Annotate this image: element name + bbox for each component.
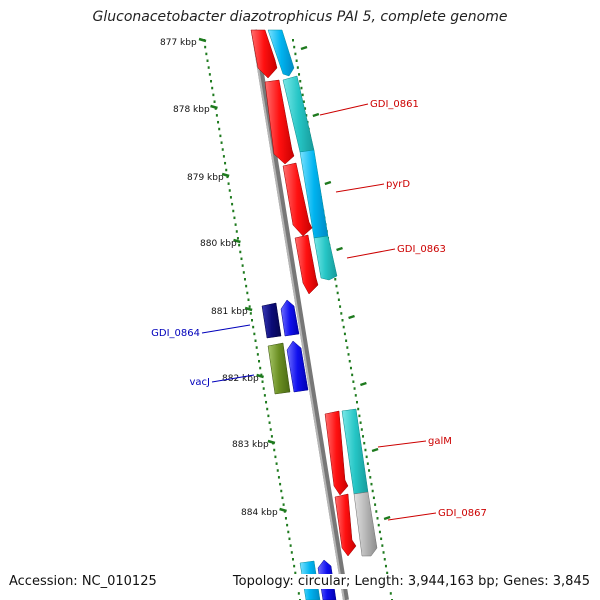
gene-label-connector <box>319 103 369 116</box>
tick-mark-inner <box>360 381 367 387</box>
tick-mark <box>210 104 218 110</box>
gene-arrow-blue-1[interactable] <box>280 299 300 337</box>
tick-mark <box>256 373 264 379</box>
gene-label-connector <box>201 324 251 334</box>
gene-label: galM <box>428 436 452 447</box>
gene-label: vacJ <box>190 377 211 388</box>
tick-label: 882 kbp <box>222 374 259 384</box>
tick-mark-inner <box>371 447 379 453</box>
gene-arrow-red-3[interactable] <box>282 162 313 237</box>
tick-label: 881 kbp <box>211 307 248 317</box>
tick-mark-inner <box>312 112 320 118</box>
tick-label: 880 kbp <box>200 239 237 249</box>
gene-label: GDI_0867 <box>438 508 487 519</box>
gene-arrow-red-2[interactable] <box>264 79 295 165</box>
gene-label: GDI_0861 <box>370 99 419 110</box>
gene-arrow-red-6[interactable] <box>334 493 357 557</box>
map-title: Gluconacetobacter diazotrophicus PAI 5, … <box>92 9 508 25</box>
tick-mark <box>244 306 253 312</box>
gene-label-connector <box>377 440 427 448</box>
genome-backbone <box>251 29 349 600</box>
gene-label: GDI_0864 <box>151 328 200 339</box>
gene-label-connector <box>387 512 437 521</box>
gene-arrow-blue-2[interactable] <box>286 340 309 393</box>
gene-labels: GDI_0861 pyrD GDI_0863 GDI_0864 vacJ galM GDI_… <box>151 99 487 521</box>
gene-arrow-gray[interactable] <box>353 491 378 557</box>
gene-arrow-navy[interactable] <box>261 302 282 339</box>
gene-arrow-red-5[interactable] <box>324 410 349 496</box>
tick-label: 879 kbp <box>187 173 224 183</box>
tick-mark-inner <box>300 45 308 51</box>
tick-label: 883 kbp <box>232 440 269 450</box>
tick-mark-inner <box>348 314 355 320</box>
tick-mark <box>221 172 230 178</box>
ruler-ticks: 877 kbp 878 kbp 879 kbp 880 kbp 881 kbp 882 k… <box>160 37 403 588</box>
tick-label: 877 kbp <box>160 38 197 48</box>
gene-arrow-red-1[interactable] <box>250 29 278 79</box>
gene-label: pyrD <box>386 179 410 190</box>
tick-mark-inner <box>336 246 343 252</box>
tick-mark <box>267 439 276 445</box>
gene-arrow-teal-2[interactable] <box>313 235 338 281</box>
tick-label: 884 kbp <box>241 508 278 518</box>
topology-label: Topology: circular; Length: 3,944,163 bp… <box>230 574 590 589</box>
gene-arrow-olive[interactable] <box>267 342 291 395</box>
genome-backbone-highlight <box>251 29 345 600</box>
gene-label-connector <box>335 183 385 193</box>
gene-arrow-red-4[interactable] <box>294 234 319 295</box>
tick-mark <box>233 238 241 244</box>
gene-label-connector <box>211 374 255 383</box>
gene-arrow-cyan-1[interactable] <box>267 29 295 77</box>
tick-label: 878 kbp <box>173 105 210 115</box>
gene-label: GDI_0863 <box>397 244 446 255</box>
tick-mark <box>279 507 287 513</box>
accession-label: Accession: NC_010125 <box>9 574 157 589</box>
tick-mark-inner <box>324 180 332 186</box>
gene-label-connector <box>346 248 396 259</box>
tick-mark <box>198 37 207 43</box>
tick-mark-inner <box>383 515 391 521</box>
